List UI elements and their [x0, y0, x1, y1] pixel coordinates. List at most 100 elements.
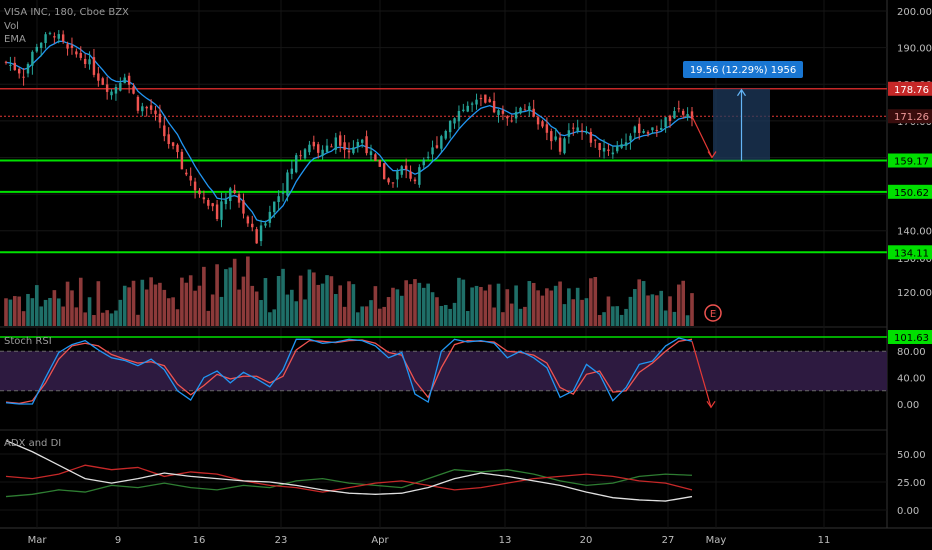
volume-bar: [329, 276, 334, 326]
candle-body: [681, 110, 685, 115]
volume-bar: [276, 276, 281, 326]
candle-body: [264, 223, 267, 226]
volume-bar: [597, 315, 602, 326]
measure-tool[interactable]: 19.56 (12.29%) 1956: [683, 61, 803, 161]
candle-body: [651, 127, 654, 131]
volume-bar: [241, 276, 246, 326]
stoch-tick-label: 40.00: [897, 374, 926, 385]
candle-body: [440, 136, 443, 149]
candle-body: [624, 142, 628, 146]
candle-body: [528, 106, 531, 111]
time-tick-label: 16: [193, 535, 206, 546]
candle-body: [585, 131, 588, 133]
candle-body: [286, 172, 289, 196]
volume-bar: [100, 312, 105, 326]
candle-body: [171, 142, 175, 146]
candle-body: [167, 134, 170, 145]
di-minus-line: [5, 464, 693, 493]
volume-bar: [624, 308, 628, 326]
volume-bar: [681, 280, 686, 326]
volume-bar: [426, 283, 430, 326]
volume-bar: [663, 310, 668, 326]
candle-body: [13, 62, 17, 71]
volume-bar: [575, 287, 580, 326]
adx-legend[interactable]: ADX and DI: [4, 438, 61, 449]
volume-bar: [105, 310, 109, 326]
volume-bar: [461, 279, 466, 326]
volume-bar: [215, 264, 219, 326]
candle-body: [268, 211, 272, 223]
candle-body: [686, 114, 689, 118]
candle-body: [475, 99, 478, 105]
volume-bar: [395, 289, 400, 326]
candle-body: [347, 150, 351, 153]
volume-tick-label: 130.00: [897, 254, 932, 265]
volume-bar: [527, 281, 532, 326]
volume-bar: [439, 305, 444, 326]
stoch-tick-label: 0.00: [897, 400, 919, 411]
candle-body: [668, 115, 672, 122]
earnings-marker[interactable]: [704, 304, 722, 322]
volume-bar: [646, 295, 650, 326]
candle-body: [66, 44, 69, 49]
candle-body: [92, 57, 96, 75]
volume-bar: [250, 285, 255, 326]
candle-body: [629, 135, 632, 141]
volume-bar: [17, 296, 22, 326]
volume-bar: [443, 304, 448, 326]
volume-bar: [224, 269, 228, 326]
candle-body: [4, 61, 8, 63]
volume-bar: [307, 269, 312, 326]
volume-bar: [171, 297, 175, 326]
volume-bar: [505, 289, 510, 326]
candle-body: [365, 136, 368, 154]
price-level-tag: [888, 81, 932, 96]
measure-label-box: [683, 61, 803, 78]
volume-bar: [12, 296, 17, 326]
ema-legend[interactable]: EMA: [4, 34, 26, 45]
volume-bar: [21, 311, 26, 326]
volume-bar: [509, 303, 514, 326]
volume-bar: [448, 308, 452, 326]
stoch-legend[interactable]: Stoch RSI: [4, 336, 52, 347]
candle-body: [457, 110, 461, 122]
candle-body: [88, 59, 91, 65]
volume-bar: [457, 277, 461, 326]
volume-bar: [470, 287, 474, 326]
candle-body: [391, 182, 395, 184]
volume-bar: [377, 308, 382, 326]
candle-body: [237, 194, 241, 203]
volume-bar: [122, 285, 127, 326]
volume-bar: [175, 309, 180, 326]
vol-legend[interactable]: Vol: [4, 21, 19, 32]
volume-bar: [417, 282, 422, 326]
price-level-tag-label: 159.17: [894, 157, 929, 168]
volume-bar: [571, 299, 576, 326]
candle-body: [114, 87, 118, 94]
candle-body: [141, 106, 144, 112]
candle-body: [431, 147, 434, 155]
price-projection-arrow: [691, 115, 713, 158]
projection-arrows: [691, 115, 717, 409]
candle-body: [189, 175, 192, 181]
stoch-level-tag-label: 101.63: [894, 333, 929, 344]
candle-body: [229, 188, 232, 202]
symbol-legend[interactable]: VISA INC, 180, Cboe BZX: [4, 7, 129, 18]
volume-bar: [540, 295, 545, 326]
volume-bar: [553, 285, 558, 326]
volume-bar: [92, 315, 96, 326]
stoch-overbought-band: [0, 351, 887, 391]
candle-body: [338, 135, 342, 146]
candle-body: [598, 142, 601, 151]
volume-bar: [184, 282, 189, 326]
candle-body: [308, 144, 311, 153]
earnings-marker-label: E: [710, 309, 716, 320]
candle-body: [607, 149, 610, 151]
candle-body: [532, 108, 535, 117]
volume-bar: [593, 277, 598, 326]
time-tick-label: 11: [818, 535, 831, 546]
price-level-tag: [888, 184, 932, 199]
volume-bar: [43, 299, 48, 326]
